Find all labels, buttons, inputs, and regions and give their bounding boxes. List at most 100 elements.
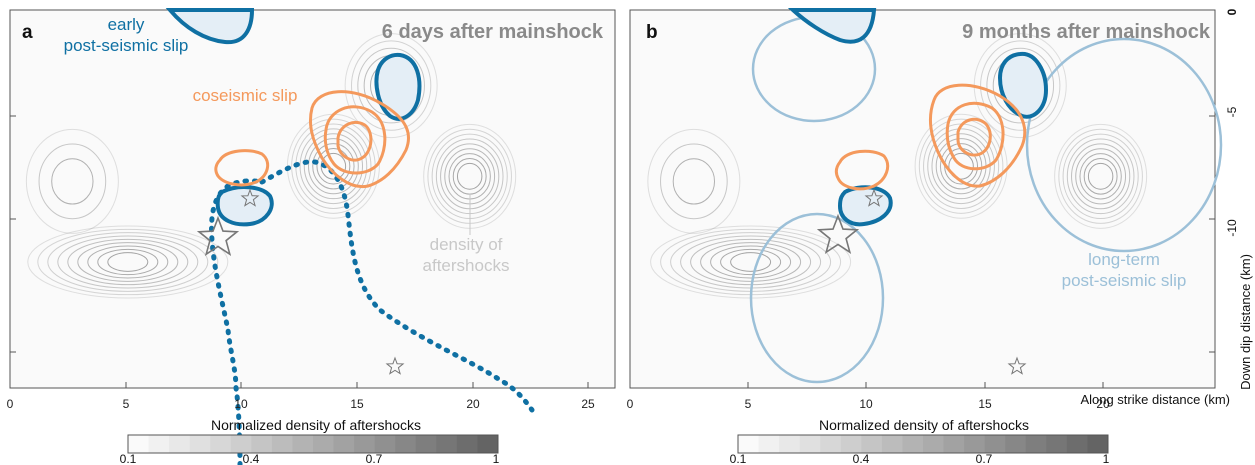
density-contour [299,128,368,205]
colorbar-step [456,435,478,453]
density-contour [303,133,364,200]
panel-a-background [9,9,616,389]
colorbar-tick: 0.7 [366,452,383,465]
colorbar-step [840,435,862,453]
colorbar-step [881,435,903,453]
panel-b-background [629,9,1216,389]
small-star-center [864,188,884,207]
colorbar-step [861,435,883,453]
colorbar-step [902,435,924,453]
panel-a-title: 6 days after mainshock [382,21,604,43]
colorbar-step [169,435,191,453]
mainshock-star [816,213,860,255]
colorbar-step [189,435,211,453]
density-contour [1062,133,1139,220]
colorbar-step [964,435,986,453]
density-contour [47,232,209,292]
colorbar-step [799,435,821,453]
density-contour [980,40,1061,131]
colorbar-step [477,435,499,453]
density-contour [344,33,438,139]
density-contour [1083,158,1118,195]
annotation-coseismic: coseismic slip [193,86,298,105]
y-tick-0: 0 [1225,8,1239,15]
x-tick-a-25: 25 [581,397,595,411]
colorbar-step [148,435,170,453]
density-contour [452,158,487,195]
coseismic-inner [956,117,992,157]
boundary-left [209,178,265,465]
colorbar-step [1005,435,1027,453]
colorbar-step [251,435,273,453]
colorbar-tick: 0.7 [976,452,993,465]
colorbar-a: Normalized density of aftershocks 0.1 0.… [120,417,500,465]
colorbar-step [374,435,396,453]
colorbar-step [1087,435,1109,453]
x-tick-a-0: 0 [7,397,14,411]
coseismic-slip-contours [214,90,410,189]
colorbar-tick: 0.1 [120,452,137,465]
x-axis-label: Along strike distance (km) [1080,392,1230,407]
x-tick-b-10: 10 [859,397,873,411]
early-slip-patch-top [165,8,255,45]
panel-b-x-axis: 0 5 10 15 20 [627,382,1110,411]
early-slip-patch-center [837,185,893,227]
annotation-density-line1: density of [430,235,503,254]
colorbar-step [271,435,293,453]
colorbar-step [333,435,355,453]
density-contour [456,162,483,190]
annotation-density-line2: aftershocks [423,256,510,275]
density-contour [1079,153,1122,200]
x-tick-b-15: 15 [978,397,992,411]
x-tick-a-10: 10 [234,397,248,411]
annotation-long-term-line2: post-seismic slip [1062,271,1187,290]
small-star-bottom [385,356,405,375]
colorbar-tick: 0.4 [243,452,260,465]
colorbar-step [415,435,437,453]
colorbar-step [779,435,801,453]
mainshock-star [196,215,240,257]
density-contour [1058,128,1143,224]
x-tick-b-20: 20 [1096,397,1110,411]
coseismic-outer [308,90,410,189]
panel-b-label: b [646,22,658,43]
panel-a-label: a [22,22,33,43]
density-contour [720,248,782,276]
early-slip-patch-right [374,52,422,121]
density-contour [308,138,359,195]
long-term-circle-bottom [749,212,885,384]
colorbar-step [1025,435,1047,453]
density-contour [927,128,995,205]
colorbar-step [292,435,314,453]
colorbar-step [230,435,252,453]
coseismic-middle [945,101,1005,171]
density-contour [77,242,179,282]
early-postseismic-boundary [209,159,535,465]
density-contour [97,248,159,276]
colorbar-step [923,435,945,453]
panel-b: b 9 months after mainshock long-term pos… [627,8,1253,411]
colorbar-label: Normalized density of aftershocks [819,417,1029,433]
colorbar-tick: 0.1 [730,452,747,465]
colorbar-tick: 1 [493,452,500,465]
early-postseismic-slip-patches [787,8,1049,227]
panel-a-y-ticks [10,115,16,353]
coseismic-small [214,149,270,187]
colorbar-step [943,435,965,453]
density-contour [1075,148,1127,205]
coseismic-inner [336,121,373,162]
long-term-circle-right [1025,37,1223,253]
density-contour [710,245,792,279]
density-contour [914,113,1008,219]
y-tick-minus10: -10 [1225,219,1239,237]
colorbar-step [984,435,1006,453]
colorbar-tick: 0.4 [853,452,870,465]
annotation-long-term-line1: long-term [1088,250,1160,269]
colorbar-label: Normalized density of aftershocks [211,417,421,433]
panel-b-y-axis [1209,115,1215,353]
density-contour [51,158,94,205]
density-contour [350,40,432,131]
density-contour [939,143,983,190]
coseismic-outer [929,83,1027,188]
